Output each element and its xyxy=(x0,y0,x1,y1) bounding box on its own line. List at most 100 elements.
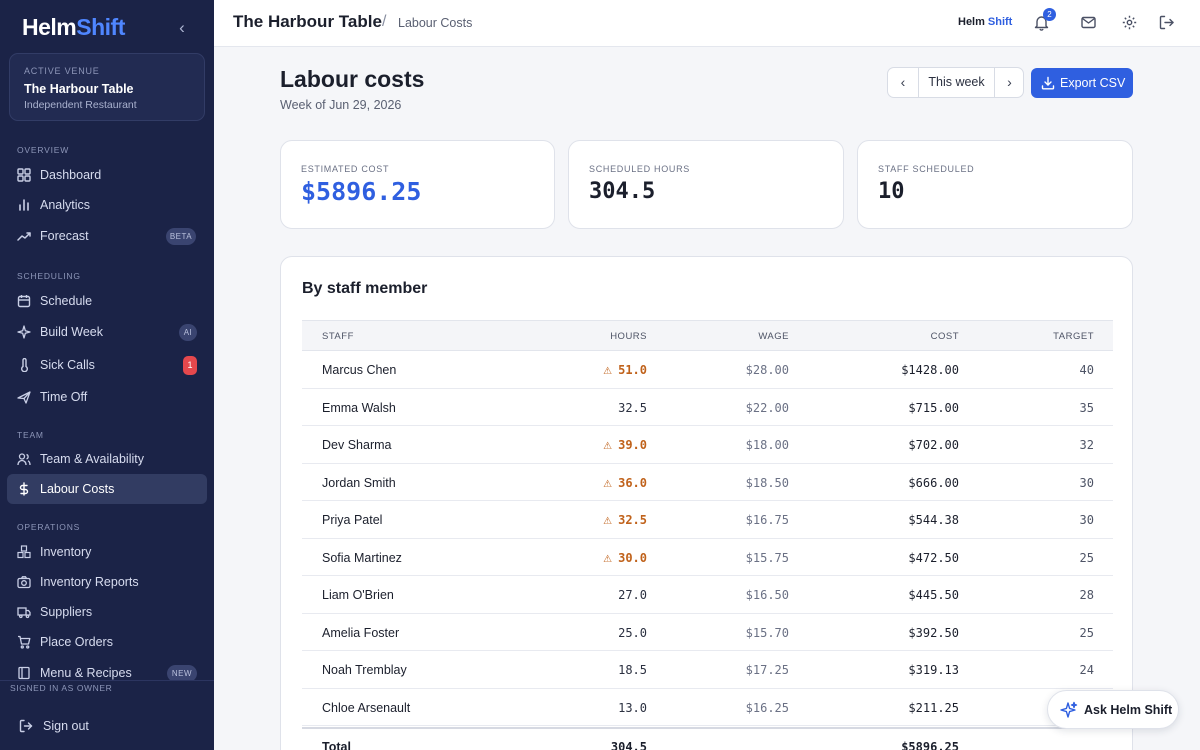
staff-name: Priya Patel xyxy=(322,513,383,527)
signed-in-label: SIGNED IN AS OWNER xyxy=(10,683,113,693)
cost-cell: $544.38 xyxy=(908,513,959,527)
sidebar-item-label: Build Week xyxy=(40,325,103,339)
gear-icon[interactable] xyxy=(1121,14,1138,31)
staff-name: Jordan Smith xyxy=(322,475,396,490)
target-cell: 28 xyxy=(1079,588,1094,602)
sidebar-item-place-orders[interactable]: Place Orders xyxy=(7,627,207,657)
sidebar-item-time-off[interactable]: Time Off xyxy=(7,382,207,412)
sidebar-item-analytics[interactable]: Analytics xyxy=(7,190,207,220)
hours-cell: 13.0 xyxy=(618,701,647,715)
brand-name-b: Shift xyxy=(76,14,125,40)
wage-cell: $15.75 xyxy=(745,550,789,565)
ask-helm-shift-button[interactable]: Ask Helm Shift xyxy=(1047,690,1179,729)
header-logo-b: Shift xyxy=(987,16,1013,28)
hours-value: 30.0 xyxy=(618,550,647,565)
sidebar-item-team-availability[interactable]: Team & Availability xyxy=(7,444,207,474)
target-cell: 30 xyxy=(1079,475,1094,490)
estimated-cost-value: $5896.25 xyxy=(301,177,422,206)
wage-cell: $16.75 xyxy=(745,513,789,527)
new-badge: NEW xyxy=(167,665,197,682)
table-row[interactable]: Marcus Chen ⚠ 51.0 $28.00 $1428.00 40 xyxy=(302,351,1113,389)
staff-cost-panel: By staff member STAFF HOURS WAGE COST TA… xyxy=(280,256,1133,750)
sidebar-item-build-week[interactable]: Build Week AI xyxy=(7,317,207,347)
sidebar-item-inventory-reports[interactable]: Inventory Reports xyxy=(7,567,207,597)
previous-week-button[interactable]: ‹ xyxy=(888,68,919,97)
plane-icon xyxy=(17,391,31,404)
target-cell: 35 xyxy=(1079,400,1094,415)
thermometer-icon xyxy=(21,358,28,372)
staff-name: Sofia Martinez xyxy=(322,550,402,565)
sidebar-item-inventory[interactable]: Inventory xyxy=(7,537,207,567)
logout-icon[interactable] xyxy=(1158,14,1175,31)
table-row[interactable]: Noah Tremblay 18.5 $17.25 $319.13 24 xyxy=(302,651,1113,689)
hours-cell: 18.5 xyxy=(618,663,647,677)
column-header-staff[interactable]: STAFF xyxy=(322,331,354,342)
hours-value: 32.5 xyxy=(618,513,647,527)
table-row[interactable]: Jordan Smith ⚠ 36.0 $18.50 $666.00 30 xyxy=(302,464,1113,501)
estimated-cost-card: ESTIMATED COST $5896.25 xyxy=(280,140,555,229)
sidebar-item-label: Inventory xyxy=(40,545,92,559)
sidebar-footer: SIGNED IN AS OWNER Sign out xyxy=(0,680,214,750)
table-row[interactable]: Dev Sharma ⚠ 39.0 $18.00 $702.00 32 xyxy=(302,426,1113,464)
table-row[interactable]: Chloe Arsenault 13.0 $16.25 $211.25 xyxy=(302,689,1113,726)
table-row[interactable]: Amelia Foster 25.0 $15.70 $392.50 25 xyxy=(302,614,1113,651)
table-row[interactable]: Sofia Martinez ⚠ 30.0 $15.75 $472.50 25 xyxy=(302,539,1113,576)
current-week-button[interactable]: This week xyxy=(928,75,985,89)
staff-name: Dev Sharma xyxy=(322,438,392,452)
hours-value: 39.0 xyxy=(618,438,647,452)
column-header-wage[interactable]: WAGE xyxy=(758,331,789,342)
staff-name: Liam O'Brien xyxy=(322,588,394,602)
sidebar-item-label: Dashboard xyxy=(40,168,102,182)
total-row: Total 304.5 $5896.25 xyxy=(302,727,1113,750)
dollar-icon xyxy=(19,482,29,496)
collapse-sidebar-icon[interactable]: ‹ xyxy=(179,18,185,37)
hours-cell: 32.5 xyxy=(618,401,647,415)
sidebar-item-labour-costs[interactable]: Labour Costs xyxy=(7,474,207,504)
cost-cell: $715.00 xyxy=(908,400,959,415)
sidebar-item-menu-recipes[interactable]: Menu & Recipes NEW xyxy=(7,658,207,688)
header-logo-a: Helm xyxy=(958,16,985,28)
sidebar-item-label: Forecast xyxy=(40,229,89,243)
venue-switcher[interactable]: ACTIVE VENUE The Harbour Table Independe… xyxy=(9,53,205,121)
sick-calls-count-badge: 1 xyxy=(183,356,197,375)
sidebar-item-forecast[interactable]: Forecast BETA xyxy=(7,221,207,251)
header-logo: Helm Shift xyxy=(958,16,1012,28)
column-header-cost[interactable]: COST xyxy=(930,331,959,342)
brand-logo[interactable]: HelmShift xyxy=(22,14,125,41)
export-csv-button[interactable]: Export CSV xyxy=(1031,68,1133,98)
column-header-target[interactable]: TARGET xyxy=(1053,331,1094,342)
mail-icon[interactable] xyxy=(1080,14,1097,31)
sidebar-item-schedule[interactable]: Schedule xyxy=(7,286,207,316)
next-week-button[interactable]: › xyxy=(994,68,1024,97)
table-row[interactable]: Liam O'Brien 27.0 $16.50 $445.50 28 xyxy=(302,576,1113,614)
sign-out-button[interactable]: Sign out xyxy=(7,711,207,741)
sidebar-item-suppliers[interactable]: Suppliers xyxy=(7,597,207,627)
target-cell: 25 xyxy=(1079,625,1094,640)
wage-cell: $18.50 xyxy=(745,475,789,490)
hours-cell: ⚠ 30.0 xyxy=(603,551,647,565)
sidebar-item-dashboard[interactable]: Dashboard xyxy=(7,160,207,190)
column-header-hours[interactable]: HOURS xyxy=(610,331,647,342)
notification-count-badge: 2 xyxy=(1043,8,1056,21)
calendar-icon xyxy=(17,295,31,308)
sidebar-item-sick-calls[interactable]: Sick Calls 1 xyxy=(7,350,207,380)
stat-caption: ESTIMATED COST xyxy=(301,164,390,174)
table-row[interactable]: Priya Patel ⚠ 32.5 $16.75 $544.38 30 xyxy=(302,501,1113,539)
staff-name: Chloe Arsenault xyxy=(322,700,411,715)
table-row[interactable]: Emma Walsh 32.5 $22.00 $715.00 35 xyxy=(302,389,1113,426)
trend-icon xyxy=(17,232,31,241)
wage-cell: $17.25 xyxy=(745,663,789,677)
cost-cell: $319.13 xyxy=(908,663,959,677)
warning-icon: ⚠ xyxy=(603,478,613,490)
sidebar-item-label: Schedule xyxy=(40,294,93,308)
venue-title[interactable]: The Harbour Table xyxy=(233,12,382,31)
hours-cell: ⚠ 39.0 xyxy=(603,438,647,452)
sidebar-item-label: Team & Availability xyxy=(40,452,144,466)
sparkle-icon xyxy=(17,325,31,339)
section-scheduling: SCHEDULING xyxy=(17,271,81,281)
panel-title: By staff member xyxy=(302,280,428,297)
ai-badge: AI xyxy=(179,324,197,341)
ask-helm-shift-label: Ask Helm Shift xyxy=(1084,703,1173,717)
cost-cell: $445.50 xyxy=(908,588,959,602)
sidebar-item-label: Sick Calls xyxy=(40,358,95,372)
